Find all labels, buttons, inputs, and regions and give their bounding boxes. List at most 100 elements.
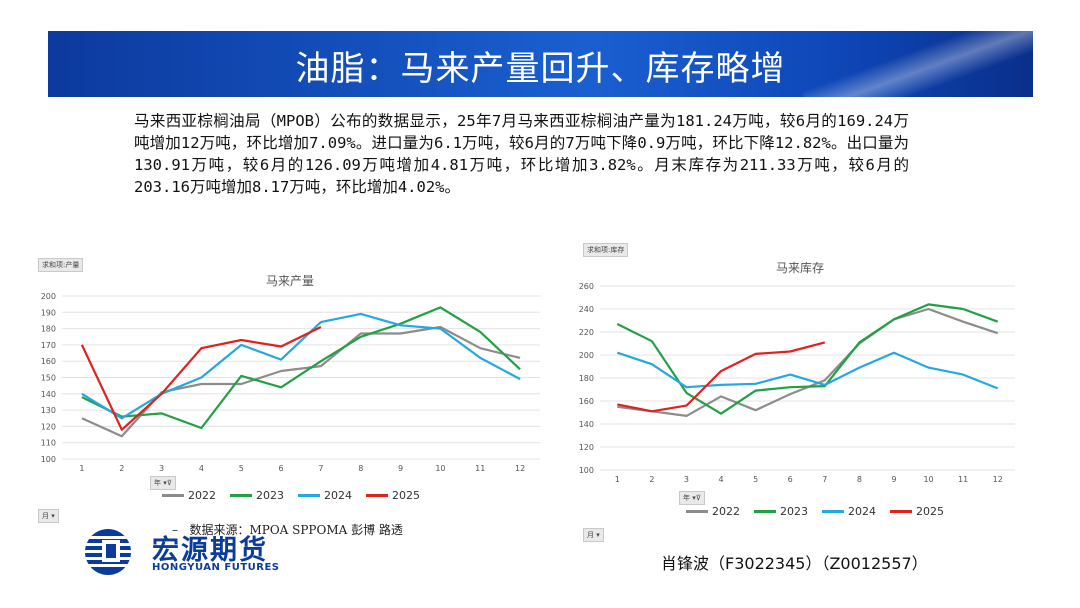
production-y-tick-label: 140 [41, 390, 56, 399]
inventory-y-tick-label: 260 [579, 282, 594, 291]
production-legend-item-2025: 2025 [366, 489, 420, 502]
production-x-tick-label: 9 [398, 464, 403, 473]
production-y-tick-label: 200 [41, 292, 56, 301]
title-banner: 油脂：马来产量回升、库存略增 [48, 31, 1033, 97]
author-credit: 肖锋波（F3022345）（Z0012557） [661, 554, 928, 573]
production-series-2023-line [81, 306, 521, 430]
inventory-x-tick-label: 12 [993, 475, 1003, 484]
production-y-tick-label: 130 [41, 406, 56, 415]
production-legend-swatch-2025 [366, 494, 388, 497]
production-x-tick-label: 3 [159, 464, 164, 473]
month-dropdown-icon: ▾ [51, 512, 55, 520]
inventory-chart: 求和项:库存 马来库存 100 120 140 160 180 200 220 240 260 1 2… [578, 240, 1023, 542]
inventory-series-2024-line [616, 351, 999, 390]
production-legend-swatch-2022 [162, 494, 184, 497]
inventory-legend-label-2025: 2025 [916, 505, 944, 518]
production-legend-label-2023: 2023 [256, 489, 284, 502]
production-chart-title: 马来产量 [266, 274, 314, 288]
inventory-x-tick-label: 5 [753, 475, 758, 484]
month-filter-button[interactable]: 月 ▾ [38, 509, 59, 523]
production-chart: 求和项:产量 马来产量 100 110 120 130 140 150 160 170 180 19… [30, 255, 550, 523]
inventory-y-tick-label: 140 [579, 420, 594, 429]
inventory-legend-swatch-2024 [822, 510, 844, 513]
inventory-y-tick-label: 160 [579, 397, 594, 406]
source-text: 数据来源：MPOA SPPOMA 彭博 路透 [189, 523, 403, 537]
inventory-chart-title: 马来库存 [776, 260, 824, 275]
production-legend-label-2025: 2025 [392, 489, 420, 502]
inventory-x-tick-label: 7 [822, 475, 827, 484]
inventory-x-tick-label: 1 [615, 475, 620, 484]
inventory-legend-label-2022: 2022 [712, 505, 740, 518]
field-button-production[interactable]: 求和项:产量 [38, 258, 84, 272]
inventory-x-tick-label: 10 [923, 475, 933, 484]
inventory-legend-swatch-2022 [686, 510, 708, 513]
inventory-legend: 2022 2023 2024 2025 [686, 505, 944, 518]
hongyuan-logo-icon [85, 529, 131, 575]
inventory-series-2025-line [617, 341, 826, 413]
year-filter-button-2[interactable]: 年 ▾⊽ [679, 491, 705, 505]
production-x-tick-label: 12 [515, 464, 525, 473]
production-x-tick-label: 4 [199, 464, 204, 473]
production-y-tick-label: 190 [41, 308, 56, 317]
data-source: – 数据来源：MPOA SPPOMA 彭博 路透 [172, 521, 403, 538]
production-y-tick-label: 100 [41, 455, 56, 464]
inventory-y-tick-label: 240 [579, 305, 594, 314]
month-filter-label-2: 月 [587, 531, 594, 539]
inventory-legend-swatch-2023 [754, 510, 776, 513]
production-x-tick-label: 2 [119, 464, 124, 473]
month-filter-label: 月 [42, 512, 49, 520]
production-legend-swatch-2024 [298, 494, 320, 497]
production-legend-item-2022: 2022 [162, 489, 216, 502]
production-x-tick-label: 6 [279, 464, 284, 473]
inventory-legend-item-2023: 2023 [754, 505, 808, 518]
production-legend-label-2024: 2024 [324, 489, 352, 502]
summary-paragraph: 马来西亚棕榈油局（MPOB）公布的数据显示，25年7月马来西亚棕榈油产量为181… [134, 112, 909, 196]
production-series-2024-line [81, 312, 521, 420]
production-y-tick-label: 110 [41, 439, 56, 448]
inventory-x-tick-label: 11 [958, 475, 968, 484]
month-filter-button-2[interactable]: 月 ▾ [583, 528, 604, 542]
production-series-2025-line [80, 326, 322, 431]
year-filter-button[interactable]: 年 ▾⊽ [150, 476, 176, 490]
production-x-tick-label: 10 [435, 464, 445, 473]
inventory-legend-item-2025: 2025 [890, 505, 944, 518]
inventory-legend-item-2024: 2024 [822, 505, 876, 518]
production-legend-item-2024: 2024 [298, 489, 352, 502]
production-y-tick-label: 120 [41, 422, 56, 431]
banner-swoosh [803, 31, 1033, 97]
inventory-y-tick-label: 220 [579, 328, 594, 337]
production-legend-item-2023: 2023 [230, 489, 284, 502]
inventory-x-tick-label: 9 [891, 475, 896, 484]
year-filter-label: 年 [154, 479, 161, 487]
inventory-y-tick-label: 180 [579, 374, 594, 383]
inventory-y-tick-label: 200 [579, 351, 594, 360]
company-logo: 宏源期货 HONGYUAN FUTURES [74, 528, 314, 576]
source-bullet: – [172, 523, 178, 537]
production-x-tick-label: 8 [358, 464, 363, 473]
production-x-tick-label: 5 [239, 464, 244, 473]
field-button-inventory[interactable]: 求和项:库存 [583, 243, 629, 257]
inventory-legend-label-2024: 2024 [848, 505, 876, 518]
page-title: 油脂：马来产量回升、库存略增 [295, 49, 786, 89]
production-x-tick-label: 1 [79, 464, 84, 473]
filter-dropdown-icon-2: ▾⊽ [692, 494, 701, 502]
month-dropdown-icon-2: ▾ [596, 531, 600, 539]
production-y-tick-label: 170 [41, 341, 56, 350]
inventory-series-2023-line [616, 303, 999, 415]
inventory-x-tick-label: 3 [684, 475, 689, 484]
production-legend-label-2022: 2022 [188, 489, 216, 502]
production-x-tick-label: 7 [318, 464, 323, 473]
logo-english: HONGYUAN FUTURES [152, 562, 280, 573]
production-y-tick-label: 180 [41, 325, 56, 334]
inventory-legend-swatch-2025 [890, 510, 912, 513]
production-series-2022-line [81, 325, 521, 438]
year-filter-label-2: 年 [683, 494, 690, 502]
inventory-y-tick-label: 120 [579, 443, 594, 452]
production-x-tick-label: 11 [475, 464, 485, 473]
inventory-y-tick-label: 100 [579, 466, 594, 475]
inventory-x-tick-label: 6 [788, 475, 793, 484]
logo-chinese: 宏源期货 [152, 535, 268, 566]
inventory-x-tick-label: 2 [649, 475, 654, 484]
